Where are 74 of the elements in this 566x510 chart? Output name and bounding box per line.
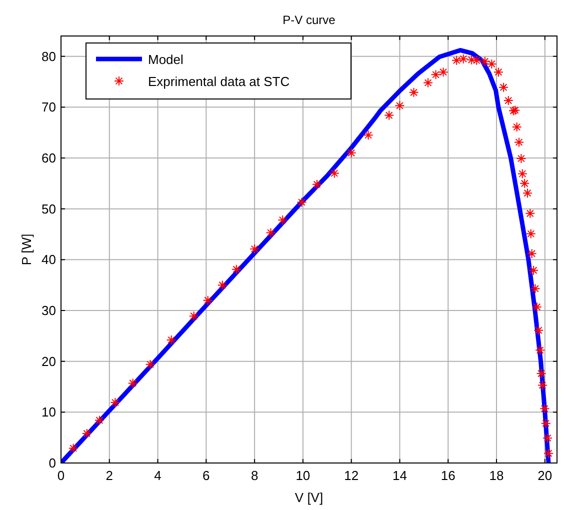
point — [408, 87, 419, 98]
y-tick-label: 20 — [42, 354, 56, 369]
point — [493, 67, 504, 78]
point — [537, 380, 548, 390]
y-tick-label: 60 — [42, 150, 56, 166]
x-tick-label: 2 — [106, 468, 114, 483]
y-tick-label: 80 — [42, 48, 56, 64]
x-tick-label: 6 — [202, 468, 210, 483]
point — [540, 418, 551, 428]
point — [296, 197, 307, 208]
x-axis-title: V [V] — [294, 490, 324, 505]
x-tick-label: 4 — [154, 468, 162, 483]
point — [384, 110, 394, 120]
legend-label: Exprimental data at STC — [148, 74, 290, 89]
point — [346, 148, 356, 158]
point — [514, 137, 524, 148]
y-tick-label: 40 — [42, 252, 56, 268]
point — [542, 433, 553, 444]
point — [329, 168, 340, 178]
point — [532, 302, 542, 312]
point — [480, 56, 490, 66]
point — [540, 404, 550, 414]
point — [528, 265, 539, 276]
point — [530, 284, 540, 294]
x-tick-label: 12 — [344, 468, 359, 483]
y-tick-label: 30 — [42, 303, 56, 318]
point — [266, 228, 276, 238]
point — [516, 154, 526, 164]
y-tick-label: 10 — [42, 404, 56, 420]
point — [520, 178, 530, 188]
point — [250, 244, 260, 254]
point — [526, 228, 536, 239]
point — [486, 58, 497, 69]
point — [202, 295, 213, 306]
point — [188, 311, 199, 322]
point — [466, 54, 477, 65]
point — [231, 264, 242, 274]
point — [110, 398, 120, 408]
point — [522, 188, 532, 198]
point — [312, 179, 322, 190]
y-tick-label: 50 — [42, 201, 56, 216]
point — [423, 78, 434, 88]
point — [278, 215, 288, 226]
point — [94, 415, 104, 426]
y-axis-title: P [W] — [19, 234, 34, 266]
point — [534, 325, 544, 336]
point — [544, 448, 554, 458]
point — [498, 82, 509, 92]
x-tick-label: 14 — [392, 468, 407, 483]
y-tick-label: 70 — [42, 100, 56, 115]
point — [363, 130, 374, 140]
point — [68, 443, 78, 454]
point — [517, 168, 528, 179]
y-tick-label: 0 — [48, 456, 56, 470]
point — [166, 334, 176, 345]
x-tick-label: 20 — [538, 468, 552, 483]
point — [535, 345, 546, 356]
x-tick-label: 18 — [489, 468, 504, 483]
point — [525, 208, 536, 218]
point — [145, 359, 156, 370]
x-tick-label: 8 — [250, 468, 258, 483]
point — [128, 378, 138, 388]
point — [512, 122, 522, 132]
point — [526, 248, 537, 259]
point — [82, 428, 92, 439]
point — [217, 280, 228, 290]
point — [472, 55, 482, 66]
chart-title: P-V curve — [282, 13, 336, 27]
legend-label: Model — [148, 52, 184, 67]
point — [394, 100, 405, 111]
point — [503, 96, 514, 106]
point — [536, 368, 546, 379]
x-tick-label: 16 — [440, 468, 456, 483]
x-tick-label: 10 — [296, 468, 310, 483]
